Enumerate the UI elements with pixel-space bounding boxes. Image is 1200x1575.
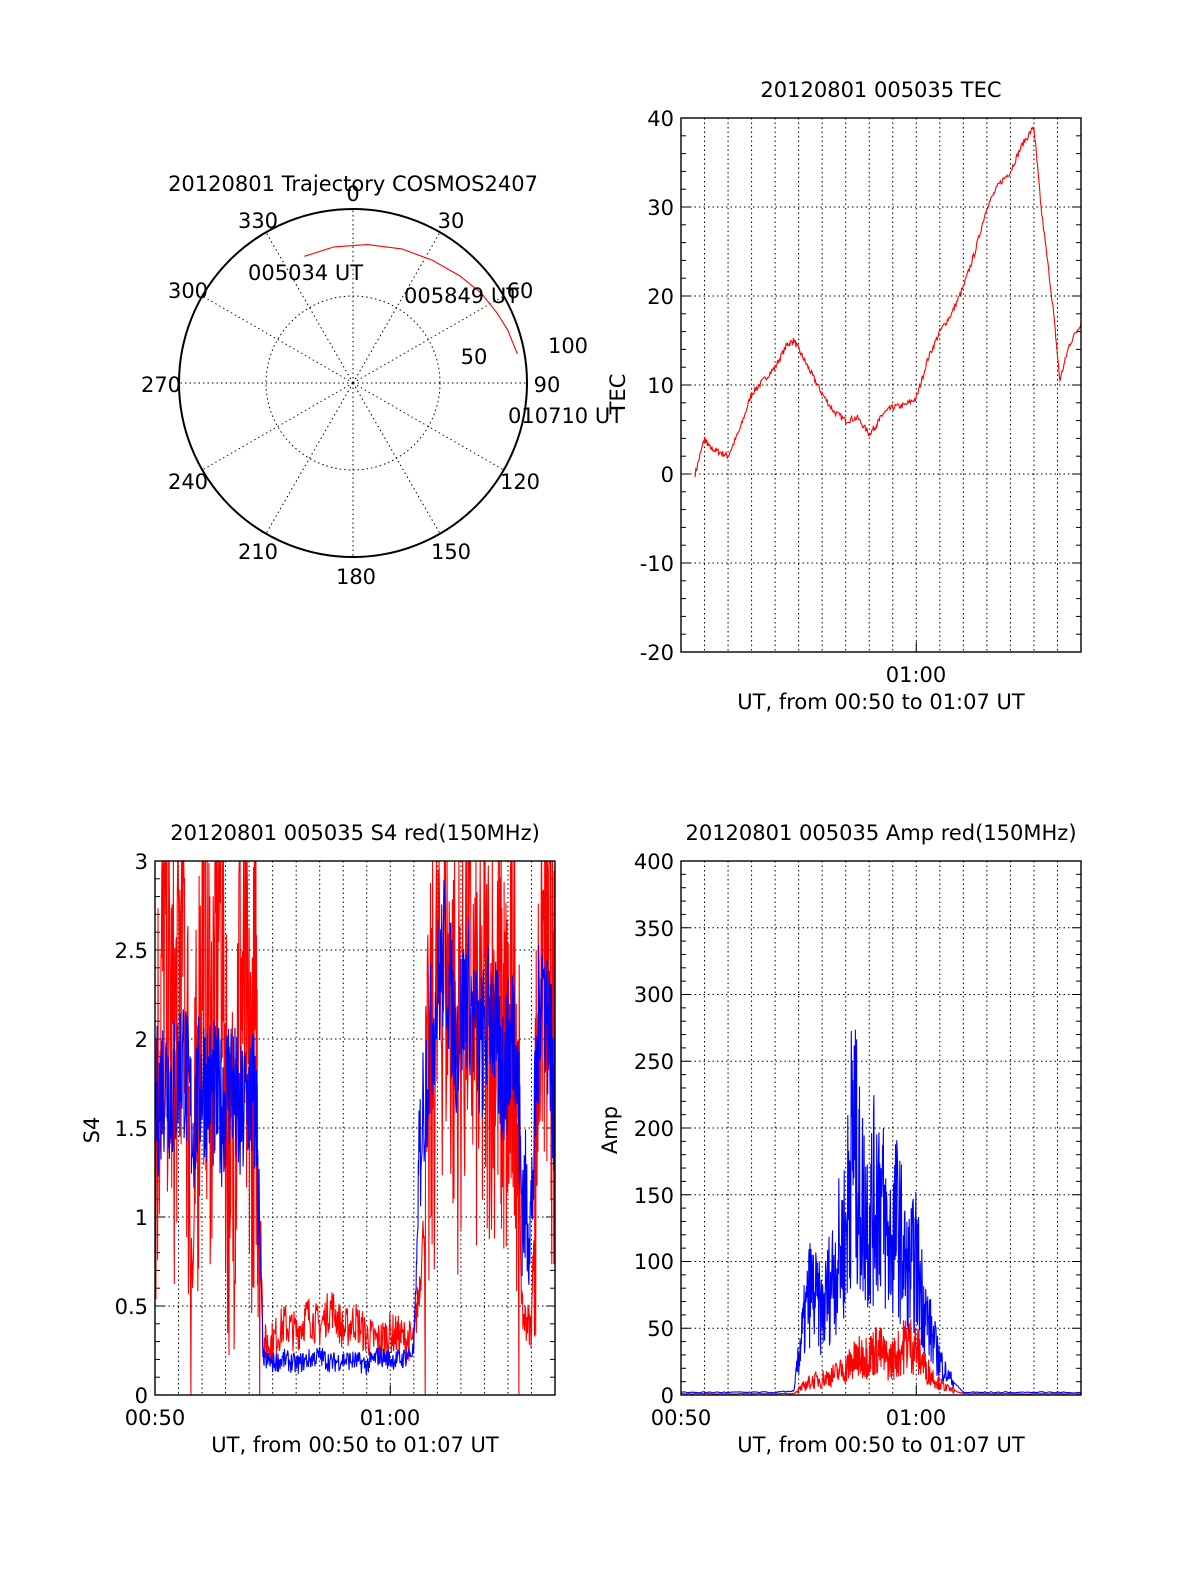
s4-xtick-0100: 01:00	[360, 1406, 421, 1430]
polar-trajectory-line	[304, 244, 519, 355]
s4-red-series-line	[154, 860, 556, 1396]
s4-ytick-1.5: 1.5	[115, 1117, 148, 1141]
polar-title: 20120801 Trajectory COSMOS2407	[168, 172, 538, 196]
s4-ytick-2.5: 2.5	[115, 939, 148, 963]
azimuth-label-300: 300	[168, 279, 208, 303]
tec-xlabel: UT, from 00:50 to 01:07 UT	[737, 690, 1025, 714]
amp-blue-series-line	[680, 1029, 1082, 1394]
trajectory-start-label: 005034 UT	[248, 261, 363, 285]
amp-xlabel: UT, from 00:50 to 01:07 UT	[737, 1433, 1025, 1457]
azimuth-label-210: 210	[238, 540, 278, 564]
tec-panel: 20120801 005035 TEC 40 30 20 10 0 -10 -2…	[606, 78, 1082, 714]
azimuth-label-60: 60	[507, 279, 534, 303]
s4-ytick-0.5: 0.5	[115, 1295, 148, 1319]
tec-ytick-0: 0	[661, 463, 674, 487]
polar-spoke-line	[352, 295, 504, 384]
amp-ytick-250: 250	[634, 1050, 674, 1074]
amp-y-ticks: 400 350 300 250 200 150 100 50 0	[634, 850, 674, 1408]
amp-panel: 20120801 005035 Amp red(150MHz) 400 350 …	[598, 821, 1082, 1457]
tec-y-ticks: 40 30 20 10 0 -10 -20	[640, 107, 674, 665]
amp-red-series-line	[680, 1319, 1082, 1395]
amp-ytick-50: 50	[647, 1317, 674, 1341]
tec-ytick-20: 20	[647, 285, 674, 309]
polar-spoke-line	[265, 232, 354, 384]
s4-ytick-3: 3	[135, 850, 148, 874]
s4-title: 20120801 005035 S4 red(150MHz)	[170, 821, 540, 845]
azimuth-label-330: 330	[238, 209, 278, 233]
amp-xtick-0050: 00:50	[651, 1406, 712, 1430]
s4-blue-series-line	[154, 879, 556, 1375]
polar-spoke-line	[202, 382, 354, 471]
azimuth-label-30: 30	[438, 209, 465, 233]
s4-ytick-1: 1	[135, 1206, 148, 1230]
azimuth-label-150: 150	[431, 540, 471, 564]
azimuth-label-120: 120	[500, 470, 540, 494]
s4-series-lines	[154, 860, 556, 1396]
elevation-label-50: 50	[461, 345, 488, 369]
amp-ytick-100: 100	[634, 1250, 674, 1274]
s4-panel: 20120801 005035 S4 red(150MHz) 3 2.5 2 1…	[80, 821, 556, 1457]
azimuth-label-180: 180	[336, 565, 376, 589]
polar-outer-circle	[178, 208, 528, 558]
amp-ytick-0: 0	[661, 1384, 674, 1408]
trajectory-end-label: 010710 UT	[508, 404, 623, 428]
tec-ytick-minus20: -20	[640, 641, 674, 665]
s4-ylabel: S4	[80, 1117, 104, 1144]
polar-spoke-line	[352, 382, 441, 534]
amp-xtick-0100: 01:00	[886, 1406, 947, 1430]
s4-frame	[154, 860, 556, 1396]
tec-ytick-40: 40	[647, 107, 674, 131]
amp-ytick-150: 150	[634, 1184, 674, 1208]
polar-azimuth-labels: 0 30 60 90 120 150 180 210 240 270 300 3…	[141, 182, 560, 589]
elevation-label-100: 100	[548, 334, 588, 358]
s4-y-ticks: 3 2.5 2 1.5 1 0.5 0	[115, 850, 148, 1408]
amp-ylabel: Amp	[598, 1106, 622, 1154]
tec-ytick-minus10: -10	[640, 552, 674, 576]
amp-ytick-200: 200	[634, 1117, 674, 1141]
tec-xtick-0100: 01:00	[886, 663, 947, 687]
tec-ytick-30: 30	[647, 196, 674, 220]
amp-ytick-400: 400	[634, 850, 674, 874]
amp-title: 20120801 005035 Amp red(150MHz)	[685, 821, 1076, 845]
polar-spoke-line	[202, 295, 354, 384]
azimuth-label-240: 240	[168, 470, 208, 494]
s4-ytick-2: 2	[135, 1028, 148, 1052]
trajectory-mid-label: 005849 UT	[404, 284, 519, 308]
tec-ylabel: TEC	[606, 374, 630, 416]
amp-grid	[681, 860, 1081, 1396]
amp-series-lines	[680, 1029, 1082, 1395]
azimuth-label-270: 270	[141, 373, 181, 397]
polar-spoke-line	[265, 382, 354, 534]
polar-spoke-line	[352, 382, 504, 471]
tec-title: 20120801 005035 TEC	[760, 78, 1001, 102]
tec-frame	[680, 117, 1082, 653]
tec-ytick-10: 10	[647, 374, 674, 398]
polar-panel: 20120801 Trajectory COSMOS2407 0 30 60 9…	[141, 172, 623, 589]
azimuth-label-90: 90	[534, 373, 561, 397]
tec-series-line	[694, 126, 1082, 478]
amp-ytick-300: 300	[634, 983, 674, 1007]
s4-xlabel: UT, from 00:50 to 01:07 UT	[211, 1433, 499, 1457]
s4-xtick-0050: 00:50	[125, 1406, 186, 1430]
s4-ytick-0: 0	[135, 1384, 148, 1408]
tec-grid	[681, 117, 1081, 653]
azimuth-label-0: 0	[346, 182, 359, 206]
amp-frame	[680, 860, 1082, 1396]
amp-ytick-350: 350	[634, 917, 674, 941]
